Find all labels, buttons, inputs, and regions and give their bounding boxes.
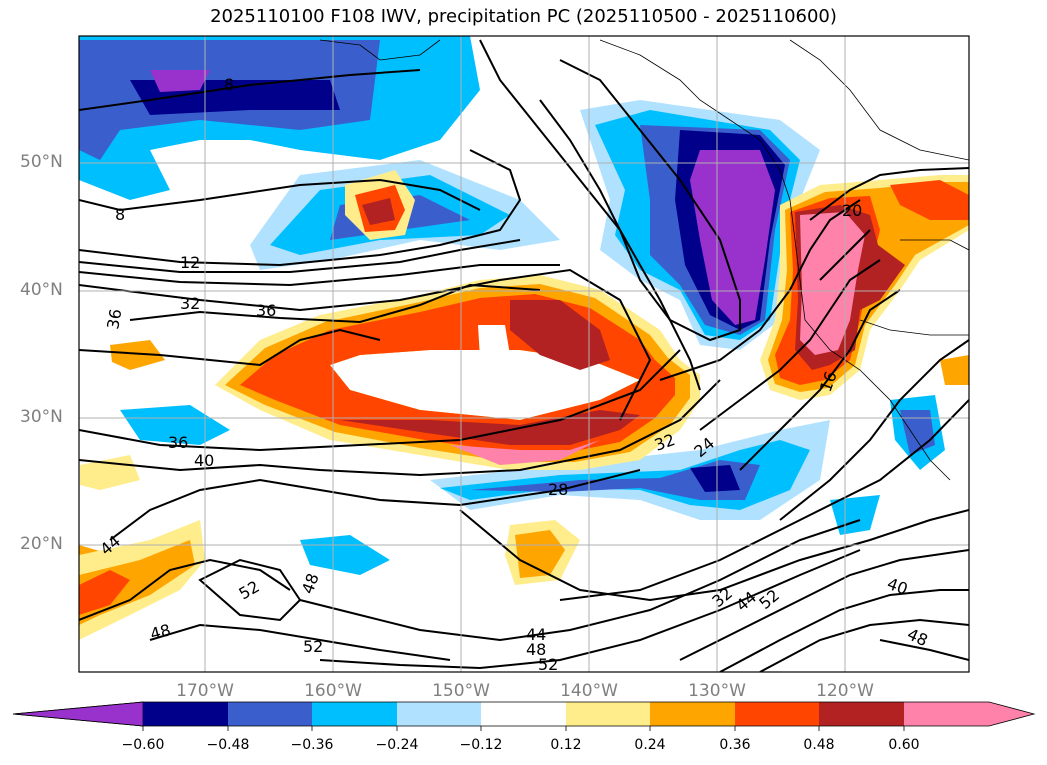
positive-anomaly-small-cells [79, 170, 969, 640]
lon-label-170w: 170°W [176, 681, 234, 701]
contour-label: 12 [180, 253, 200, 272]
coastline [319, 39, 969, 481]
colorbar-segment [312, 702, 397, 726]
contour-label: 36 [256, 301, 276, 320]
colorbar-tick-label: −0.12 [459, 737, 503, 753]
contour-label: 52 [538, 655, 558, 674]
colorbar-tick-label: −0.36 [290, 737, 334, 753]
lat-label-30n: 30°N [20, 407, 63, 427]
lon-label-140w: 140°W [560, 681, 618, 701]
colorbar-tick-label: 0.12 [550, 737, 582, 753]
negative-anomaly-north-pacific [79, 36, 480, 200]
contour-label: 36 [103, 307, 125, 330]
contour-label: 48 [148, 620, 173, 644]
lat-label-50n: 50°N [20, 152, 63, 172]
graticule [79, 36, 969, 672]
contour-label: 40 [194, 451, 214, 470]
colorbar-tick-label: −0.24 [375, 737, 419, 753]
lon-label-120w: 120°W [816, 681, 874, 701]
colorbar-segment [12, 701, 144, 727]
lat-label-40n: 40°N [20, 280, 63, 300]
colorbar-segment [904, 702, 1034, 726]
colorbar-tick-label: 0.60 [888, 737, 920, 753]
lon-label-130w: 130°W [688, 681, 746, 701]
colorbar-segment [819, 702, 904, 726]
map-frame [78, 35, 970, 673]
colorbar-segment [566, 702, 650, 726]
colorbar-segment [143, 702, 228, 726]
contour-label: 8 [224, 75, 234, 94]
contour-label: 52 [303, 637, 323, 656]
contour-label: 28 [548, 480, 568, 499]
contour-label: 8 [115, 205, 125, 224]
colorbar-tick-label: 0.48 [803, 737, 835, 753]
lon-label-150w: 150°W [432, 681, 490, 701]
contour-label: 44 [526, 625, 546, 644]
colorbar-tick-label: −0.48 [206, 737, 250, 753]
contour-label: 32 [180, 294, 200, 313]
iwv-contours [79, 39, 969, 672]
colorbar-tick-label: 0.24 [634, 737, 666, 753]
contour-labels: 8 8 12 32 36 36 36 40 44 52 48 48 52 44 … [96, 75, 930, 674]
contour-label: 20 [842, 201, 862, 220]
colorbar-tick-label: −0.60 [121, 737, 165, 753]
colorbar-tick-label: 0.36 [719, 737, 751, 753]
positive-anomaly-west-coast [760, 175, 969, 400]
lon-label-160w: 160°W [304, 681, 362, 701]
map-title: 2025110100 F108 IWV, precipitation PC (2… [210, 6, 837, 27]
colorbar-segment [228, 702, 312, 726]
colorbar-segment [397, 702, 481, 726]
colorbar-segment [650, 702, 735, 726]
colorbar-segment [481, 702, 566, 726]
colorbar [12, 701, 1036, 731]
colorbar-segment [735, 702, 819, 726]
contour-label: 48 [526, 640, 546, 659]
lat-label-20n: 20°N [20, 534, 63, 554]
contour-label: 36 [168, 433, 188, 452]
